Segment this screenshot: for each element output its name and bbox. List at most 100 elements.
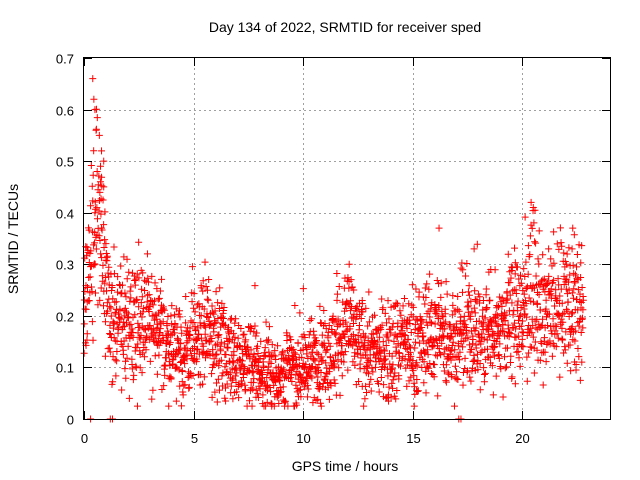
data-point	[87, 161, 95, 169]
data-point	[360, 334, 368, 342]
data-point	[517, 279, 525, 287]
data-point	[379, 338, 387, 346]
data-point	[335, 364, 343, 372]
data-point	[503, 288, 511, 296]
data-point	[100, 221, 108, 229]
data-point	[393, 386, 401, 394]
data-point	[380, 346, 388, 354]
data-point	[500, 353, 508, 361]
data-point	[95, 207, 103, 215]
data-point	[179, 352, 187, 360]
data-point	[202, 349, 210, 357]
data-point	[479, 318, 487, 326]
data-point	[308, 348, 316, 356]
data-point	[507, 274, 515, 282]
data-point	[571, 279, 579, 287]
data-point	[504, 295, 512, 303]
data-point	[219, 320, 227, 328]
data-point	[127, 283, 135, 291]
data-point	[457, 313, 465, 321]
data-point	[550, 276, 558, 284]
data-point	[464, 298, 472, 306]
data-point	[567, 367, 575, 375]
data-point	[362, 382, 370, 390]
data-point	[281, 399, 289, 407]
data-point	[560, 249, 568, 257]
data-point	[257, 374, 265, 382]
data-point	[435, 345, 443, 353]
data-point	[373, 344, 381, 352]
data-point	[501, 364, 509, 372]
data-point	[371, 336, 379, 344]
data-point	[563, 359, 571, 367]
data-point	[381, 355, 389, 363]
data-point	[128, 325, 136, 333]
data-point	[568, 323, 576, 331]
data-point	[574, 319, 582, 327]
data-point	[516, 362, 524, 370]
data-point	[367, 375, 375, 383]
data-point	[574, 286, 582, 294]
data-point	[263, 398, 271, 406]
data-point	[237, 366, 245, 374]
data-point	[175, 339, 183, 347]
data-point	[437, 293, 445, 301]
data-point	[448, 341, 456, 349]
data-point	[323, 345, 331, 353]
data-point	[501, 316, 509, 324]
data-point	[354, 350, 362, 358]
data-point	[170, 311, 178, 319]
data-point	[376, 333, 384, 341]
data-point	[506, 291, 514, 299]
data-point	[368, 364, 376, 372]
x-axis-label: GPS time / hours	[292, 458, 399, 474]
data-point	[558, 324, 566, 332]
data-point	[149, 386, 157, 394]
data-point	[123, 275, 131, 283]
data-point	[382, 341, 390, 349]
data-point	[138, 285, 146, 293]
data-point	[422, 367, 430, 375]
data-point	[95, 131, 103, 139]
data-point	[312, 336, 320, 344]
data-point	[304, 385, 312, 393]
data-point	[515, 354, 523, 362]
data-point	[421, 284, 429, 292]
data-point	[85, 226, 93, 234]
data-point	[334, 356, 342, 364]
data-point	[557, 239, 565, 247]
data-point	[213, 398, 221, 406]
data-point	[155, 294, 163, 302]
data-point	[522, 300, 530, 308]
data-point	[199, 287, 207, 295]
data-point	[106, 348, 114, 356]
data-point	[362, 304, 370, 312]
data-point	[556, 292, 564, 300]
data-point	[245, 350, 253, 358]
data-point	[217, 338, 225, 346]
data-point	[345, 284, 353, 292]
data-point	[381, 364, 389, 372]
data-point	[390, 337, 398, 345]
data-point	[493, 312, 501, 320]
data-point	[196, 319, 204, 327]
data-point	[340, 358, 348, 366]
data-point	[117, 262, 125, 270]
y-tick-label: 0.4	[56, 207, 74, 222]
data-point	[153, 370, 161, 378]
data-point	[197, 334, 205, 342]
data-point	[265, 348, 273, 356]
data-point	[125, 268, 133, 276]
data-point	[165, 340, 173, 348]
data-point	[454, 353, 462, 361]
data-point	[542, 305, 550, 313]
data-point	[450, 402, 458, 410]
data-point	[457, 325, 465, 333]
data-point	[470, 245, 478, 253]
data-point	[463, 303, 471, 311]
data-point	[442, 377, 450, 385]
data-point	[403, 382, 411, 390]
data-point	[375, 388, 383, 396]
data-point	[138, 369, 146, 377]
data-point	[428, 319, 436, 327]
